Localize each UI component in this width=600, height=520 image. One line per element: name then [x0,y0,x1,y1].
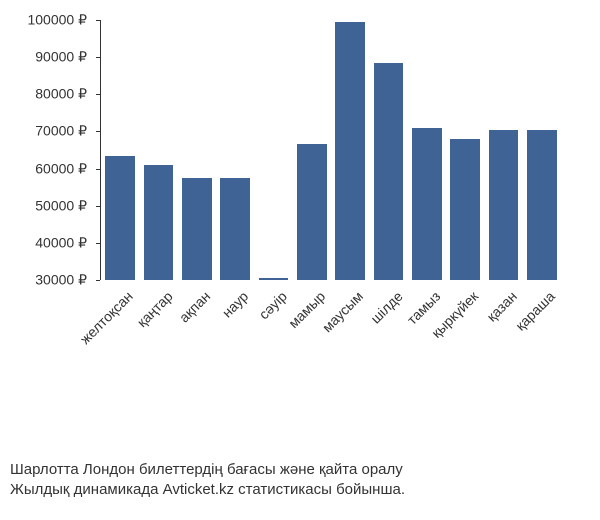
y-tick-label: 80000 ₽ [35,86,87,103]
y-tick-label: 100000 ₽ [27,12,87,29]
x-tick-label: шілде [367,288,406,327]
x-tick-label: ақпан [176,288,213,325]
x-tick-label: желтоқсан [77,288,136,347]
bars-group [101,20,561,280]
bar [297,144,327,280]
bar [489,130,519,280]
bar [220,178,250,280]
y-tick-label: 70000 ₽ [35,123,87,140]
bar [105,156,135,280]
y-tick-label: 60000 ₽ [35,160,87,177]
y-tick-mark [96,280,100,281]
bar [527,130,557,280]
bar [259,278,289,280]
x-tick-label: қаңтар [133,288,175,330]
plot-area [100,20,561,280]
x-tick-label: қараша [512,288,558,334]
y-axis: 30000 ₽40000 ₽50000 ₽60000 ₽70000 ₽80000… [0,20,95,280]
bar [412,128,442,280]
x-tick-label: сәуір [255,288,289,322]
bar [335,22,365,280]
caption-line-1: Шарлотта Лондон билеттердің бағасы және … [10,460,405,480]
y-tick-label: 30000 ₽ [35,272,87,289]
bar [182,178,212,280]
price-bar-chart: 30000 ₽ 40000 ₽ 50000 ₽ 60000 ₽ 70000 ₽ 80000… [0,20,580,370]
caption-line-2: Жылдық динамикада Avticket.kz статистика… [10,480,405,500]
chart-caption: Шарлотта Лондон билеттердің бағасы және … [10,460,405,501]
bar [374,63,404,280]
bar [144,165,174,280]
x-tick-label: наур [219,288,252,321]
bar [450,139,480,280]
x-tick-label: маусым [319,288,366,335]
y-tick-label: 50000 ₽ [35,197,87,214]
y-tick-label: 90000 ₽ [35,49,87,66]
y-tick-label: 40000 ₽ [35,234,87,251]
